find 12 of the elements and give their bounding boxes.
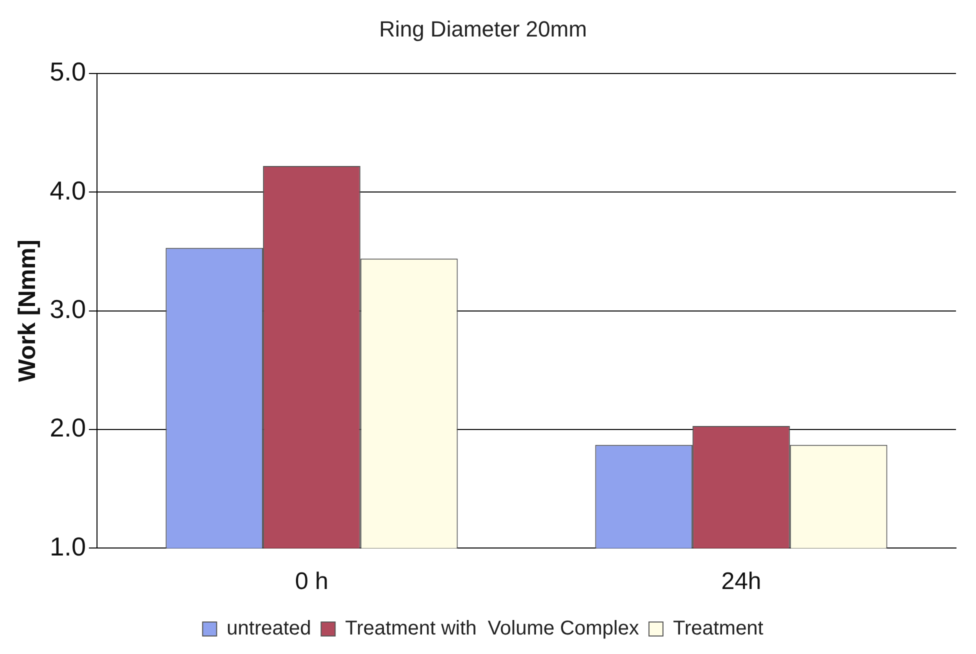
legend-label: untreated [226,618,312,640]
chart-title: Ring Diameter 20mm [379,16,587,42]
y-tick-label: 4.0 [50,175,86,206]
y-tick-label: 2.0 [50,412,86,443]
x-tick-label: 24h [721,568,762,596]
legend-label: Treatment [672,618,764,640]
x-tick-label: 0 h [295,568,328,596]
y-tick-label: 1.0 [50,531,86,562]
y-tick-label: 5.0 [50,56,86,87]
legend-label: Treatment with Volume Complex [345,618,639,640]
y-axis-title: Work [Nmm] [14,240,42,382]
y-tick-label: 3.0 [50,294,86,324]
